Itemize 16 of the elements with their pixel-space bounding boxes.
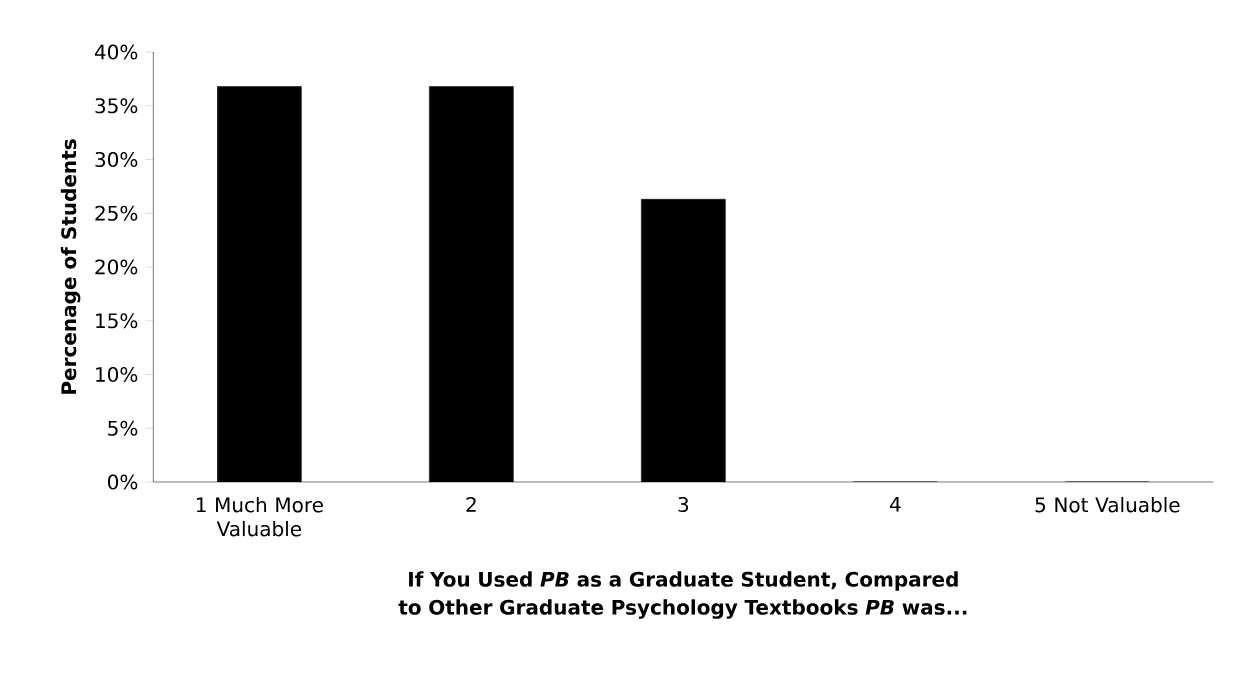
y-tick-label: 25%: [95, 205, 138, 221]
y-tick-label: 10%: [96, 366, 138, 383]
x-tick-label: 1 Much More Valuable: [196, 496, 323, 537]
y-tick-label: 20%: [95, 259, 138, 275]
y-tick-label: 5%: [108, 420, 138, 436]
y-tick-label: 30%: [95, 151, 138, 168]
x-tick-label: 4: [889, 496, 901, 512]
y-tick-label: 15%: [96, 313, 138, 329]
y-tick-label: 35%: [95, 98, 138, 114]
y-tick-label: 40%: [94, 44, 138, 60]
y-tick-label: 0%: [107, 474, 138, 490]
x-tick-label: 3: [678, 496, 689, 513]
x-axis-title: If You Used PB as a Graduate Student, Compared to Other Graduate Psychology Textbooks PB was...: [398, 571, 967, 619]
x-tick-label: 5 Not Valuable: [1035, 496, 1180, 513]
y-axis-title: Percenage of Students: [60, 139, 81, 394]
x-tick-label: 2: [466, 496, 476, 512]
